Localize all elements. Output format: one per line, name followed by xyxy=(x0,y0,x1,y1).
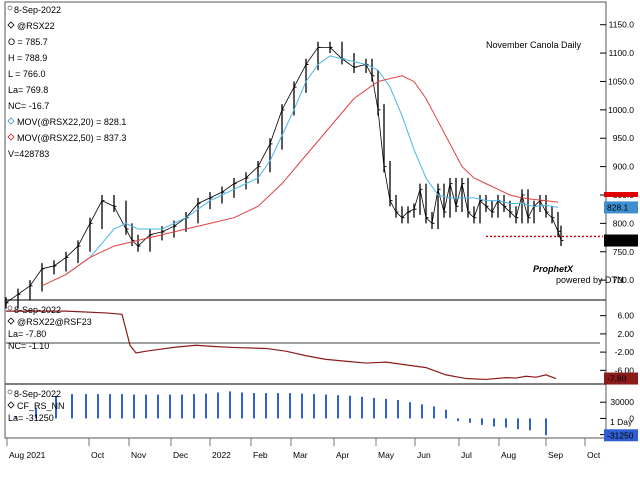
diamond-icon xyxy=(7,401,15,409)
info-line: @RSX22 xyxy=(17,21,55,31)
info-line: La= -31250 xyxy=(8,413,54,423)
diamond-icon xyxy=(7,117,15,125)
price-tag xyxy=(604,372,638,385)
diamond-icon xyxy=(7,21,15,29)
info-line: La= -7.80 xyxy=(8,329,46,339)
info-line: V=428783 xyxy=(8,149,49,159)
price-tag xyxy=(604,234,638,247)
x-tick-label: Nov xyxy=(131,450,147,460)
info-line: O = 785.7 xyxy=(8,37,48,47)
close-line xyxy=(5,47,562,304)
y-tick-label: 30000 xyxy=(610,397,634,407)
info-line: 8-Sep-2022 xyxy=(14,305,61,315)
x-tick-label: Mar xyxy=(293,450,308,460)
price-tag-label: -31250 xyxy=(607,430,634,440)
y-tick-label: -2.00 xyxy=(615,347,635,357)
prophetx-tagline: powered by DTN xyxy=(556,275,624,285)
y-tick-label: 2.00 xyxy=(617,329,634,339)
y-tick-label: 800.0 xyxy=(613,218,635,228)
diamond-icon xyxy=(7,317,15,325)
prophetx-logo: ProphetX xyxy=(533,264,574,274)
info-line: 8-Sep-2022 xyxy=(14,389,61,399)
y-tick-label: 1100.0 xyxy=(609,48,635,58)
info-line: H = 788.9 xyxy=(8,53,47,63)
search-icon xyxy=(7,5,13,11)
x-tick-label: Aug xyxy=(501,450,516,460)
series-line xyxy=(6,310,557,381)
price-tag xyxy=(604,201,638,214)
y-tick-label: 750.0 xyxy=(613,247,635,257)
y-tick-label: 700.0 xyxy=(613,275,635,285)
series-line xyxy=(65,55,559,275)
x-tick-label: Oct xyxy=(587,450,601,460)
x-tick-label: Sep xyxy=(548,450,563,460)
x-tick-label: Jun xyxy=(417,450,431,460)
price-tag-label: 828.1 xyxy=(607,202,629,212)
y-tick-label: 0 xyxy=(629,413,634,423)
search-icon xyxy=(7,305,13,311)
chart-title: November Canola Daily xyxy=(486,40,582,50)
info-line: L = 766.0 xyxy=(8,69,45,79)
info-line: MOV(@RSX22,20) = 828.1 xyxy=(17,117,126,127)
x-tick-label: Dec xyxy=(173,450,189,460)
info-line: NC= -1.10 xyxy=(8,341,49,351)
x-tick-label: 2022 xyxy=(212,450,231,460)
y-tick-label: 900.0 xyxy=(613,162,635,172)
x-tick-label: Feb xyxy=(253,450,268,460)
x-tick-label: Aug 2021 xyxy=(9,450,46,460)
info-line: MOV(@RSX22,50) = 837.3 xyxy=(17,133,126,143)
y-tick-label: 950.0 xyxy=(613,133,635,143)
y-tick-label: 1150.0 xyxy=(609,20,635,30)
series-line xyxy=(41,75,559,287)
info-line: NC= -16.7 xyxy=(8,101,49,111)
x-tick-label: Jul xyxy=(461,450,472,460)
diamond-icon xyxy=(7,133,15,141)
y-tick-label: 1000.0 xyxy=(608,105,634,115)
period-label: 1 Day xyxy=(610,417,633,427)
search-icon xyxy=(7,389,13,395)
info-line: @RSX22@RSF23 xyxy=(17,317,92,327)
x-tick-label: May xyxy=(378,450,395,460)
x-tick-label: Apr xyxy=(336,450,349,460)
x-tick-label: Oct xyxy=(91,450,105,460)
info-line: CF_RS_NN xyxy=(17,401,65,411)
y-tick-label: 6.00 xyxy=(617,311,634,321)
price-tag-label: 769.8 xyxy=(607,236,629,246)
price-tag-label: -7.80 xyxy=(607,374,627,384)
info-line: 8-Sep-2022 xyxy=(14,5,61,15)
price-tag xyxy=(604,429,638,442)
ma50-tag xyxy=(604,191,638,197)
info-line: La= 769.8 xyxy=(8,85,48,95)
y-tick-label: -6.00 xyxy=(615,365,635,375)
y-tick-label: 1050.0 xyxy=(608,76,634,86)
